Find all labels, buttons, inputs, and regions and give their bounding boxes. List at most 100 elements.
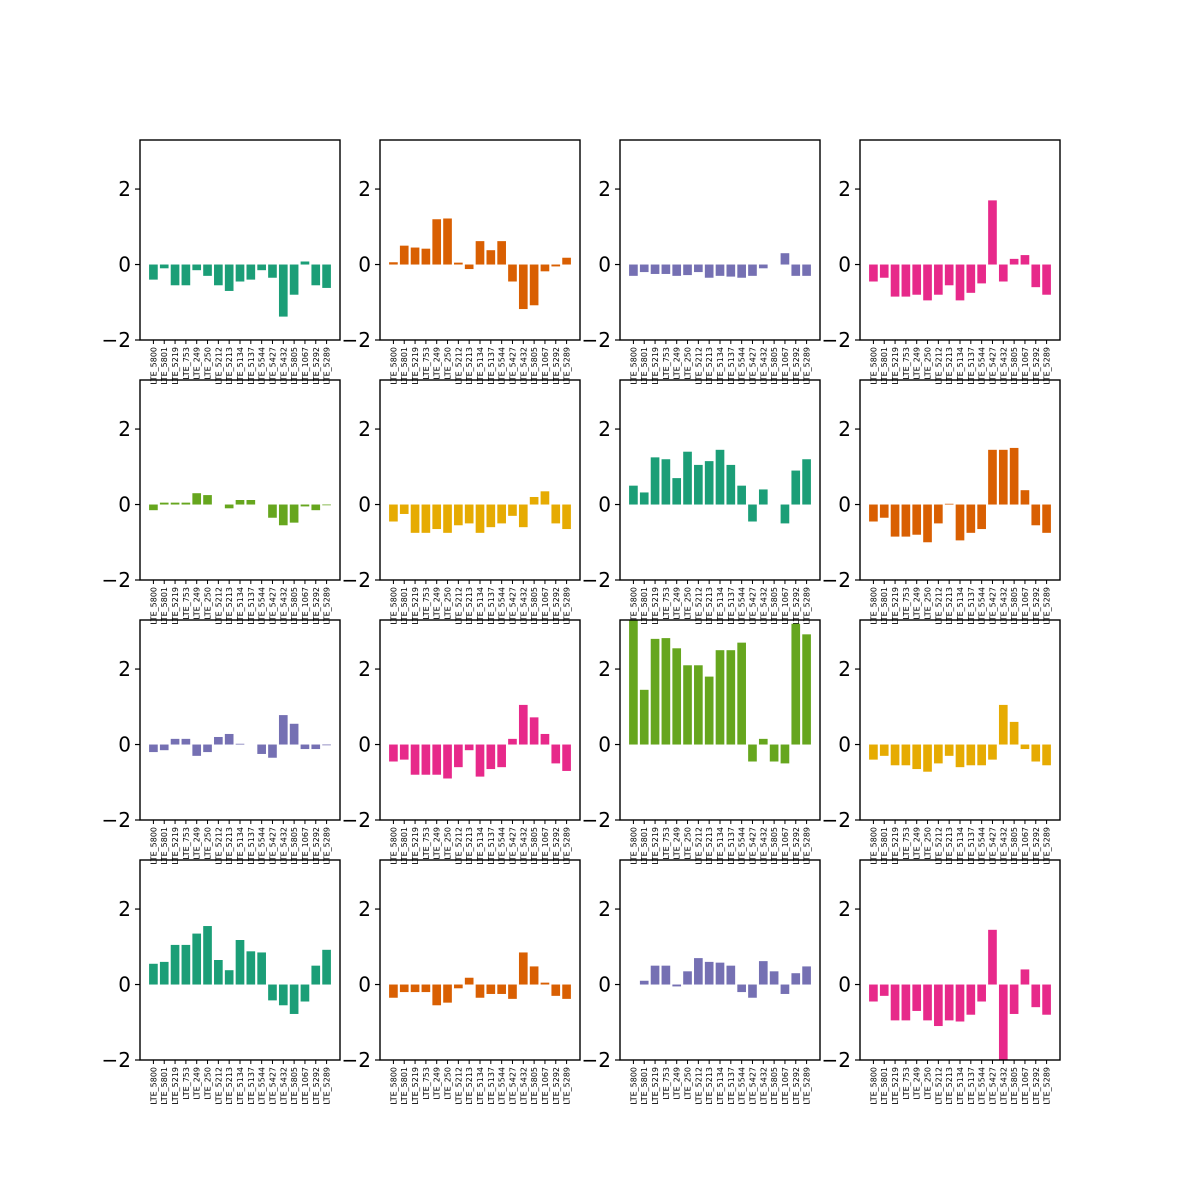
- x-tick-label: LTE_1067: [1021, 587, 1030, 625]
- x-tick-label: LTE_5800: [629, 1067, 638, 1105]
- x-tick-label: LTE_5289: [323, 587, 332, 625]
- bar: [1020, 490, 1030, 505]
- bar: [748, 744, 757, 762]
- x-tick-label: LTE_5292: [1032, 827, 1041, 865]
- bar: [1020, 969, 1030, 985]
- x-tick-label: LTE_5427: [508, 347, 517, 385]
- x-tick-label: LTE_5544: [738, 1067, 747, 1105]
- bar: [235, 500, 245, 505]
- x-tick-label: LTE_5213: [465, 827, 474, 865]
- bar: [758, 961, 768, 985]
- axes-frame: [859, 139, 1061, 341]
- bar: [410, 744, 420, 775]
- x-tick-label: LTE_5289: [1043, 587, 1052, 625]
- x-tick-label: LTE_5805: [770, 587, 779, 625]
- x-tick-label: LTE_5427: [268, 587, 277, 625]
- x-tick-label: LTE_5137: [727, 1067, 736, 1105]
- bar: [988, 449, 997, 505]
- bar: [257, 952, 266, 985]
- bar: [475, 504, 485, 533]
- x-tick-label: LTE_1067: [301, 347, 310, 385]
- x-tick-label: LTE_5544: [978, 1067, 987, 1105]
- bar: [562, 504, 571, 530]
- y-tick-label: −2: [342, 328, 371, 352]
- x-tick-label: LTE_1067: [781, 347, 790, 385]
- x-tick-label: LTE_5805: [530, 827, 539, 865]
- x-tick-label: LTE_5219: [411, 827, 420, 865]
- bar: [454, 984, 463, 989]
- bar: [399, 984, 409, 993]
- axes-frame: [859, 859, 1061, 1061]
- bar: [629, 620, 638, 745]
- bar: [278, 984, 288, 1006]
- x-tick-label: LTE_753: [182, 587, 191, 620]
- x-tick-label: LTE_5219: [171, 347, 180, 385]
- y-tick-label: 2: [838, 177, 851, 201]
- x-tick-label: LTE_5212: [454, 587, 463, 625]
- bar: [726, 650, 736, 745]
- x-tick-label: LTE_5801: [640, 827, 649, 865]
- bar: [988, 929, 997, 985]
- bar: [475, 241, 485, 265]
- bar: [529, 496, 539, 505]
- bar: [639, 492, 649, 505]
- y-tick-label: 2: [598, 897, 611, 921]
- x-tick-label: LTE_5544: [258, 1067, 267, 1105]
- bar: [1009, 984, 1019, 1014]
- bar-group: [389, 218, 571, 310]
- x-tick-label: LTE_5134: [716, 587, 725, 625]
- axes-frame: [619, 859, 821, 1061]
- x-tick-label: LTE_250: [684, 587, 693, 620]
- x-tick-label: LTE_5432: [279, 1067, 288, 1105]
- y-tick-label: −2: [582, 808, 611, 832]
- x-tick-label: LTE_753: [422, 347, 431, 380]
- y-tick-label: 2: [838, 417, 851, 441]
- x-tick-label: LTE_5213: [945, 587, 954, 625]
- x-tick-label: LTE_5544: [498, 827, 507, 865]
- bar: [278, 715, 288, 745]
- bar: [289, 504, 299, 523]
- x-tick-label: LTE_5212: [934, 1067, 943, 1105]
- axes-frame: [379, 139, 581, 341]
- x-tick-label: LTE_753: [182, 1067, 191, 1100]
- x-tick-label: LTE_5213: [945, 347, 954, 385]
- y-tick-label: 2: [838, 897, 851, 921]
- x-tick-label: LTE_250: [444, 827, 453, 860]
- bar: [869, 984, 878, 1002]
- bar: [257, 744, 266, 754]
- x-tick-label: LTE_5219: [171, 1067, 180, 1105]
- x-tick-label: LTE_5134: [956, 827, 965, 865]
- x-tick-label: LTE_249: [433, 1067, 442, 1100]
- bar: [529, 966, 539, 985]
- bar: [715, 962, 725, 985]
- x-tick-label: LTE_5800: [389, 347, 398, 385]
- x-tick-label: LTE_5432: [279, 587, 288, 625]
- bar: [475, 744, 485, 777]
- x-tick-label: LTE_5427: [508, 827, 517, 865]
- bar: [944, 984, 954, 1021]
- x-tick-label: LTE_5219: [171, 827, 180, 865]
- bar: [912, 264, 922, 295]
- x-tick-label: LTE_5805: [770, 347, 779, 385]
- bar: [421, 984, 431, 993]
- x-tick-label: LTE_5800: [149, 1067, 158, 1105]
- x-tick-label: LTE_5800: [389, 587, 398, 625]
- x-tick-label: LTE_1067: [541, 1067, 550, 1105]
- x-tick-label: LTE_5805: [770, 1067, 779, 1105]
- x-tick-label: LTE_5805: [530, 347, 539, 385]
- bar: [934, 984, 943, 1027]
- bar: [1031, 264, 1041, 288]
- x-tick-label: LTE_5289: [563, 347, 572, 385]
- y-tick-label: 2: [118, 417, 131, 441]
- bar: [235, 940, 245, 985]
- bar: [268, 264, 277, 278]
- x-tick-label: LTE_5432: [519, 347, 528, 385]
- x-tick-label: LTE_5212: [214, 827, 223, 865]
- bar-group: [869, 704, 1051, 772]
- bar: [443, 984, 452, 1003]
- bar: [289, 723, 299, 745]
- x-tick-label: LTE_249: [913, 347, 922, 380]
- bar: [1042, 744, 1051, 766]
- x-tick-label: LTE_5289: [1043, 347, 1052, 385]
